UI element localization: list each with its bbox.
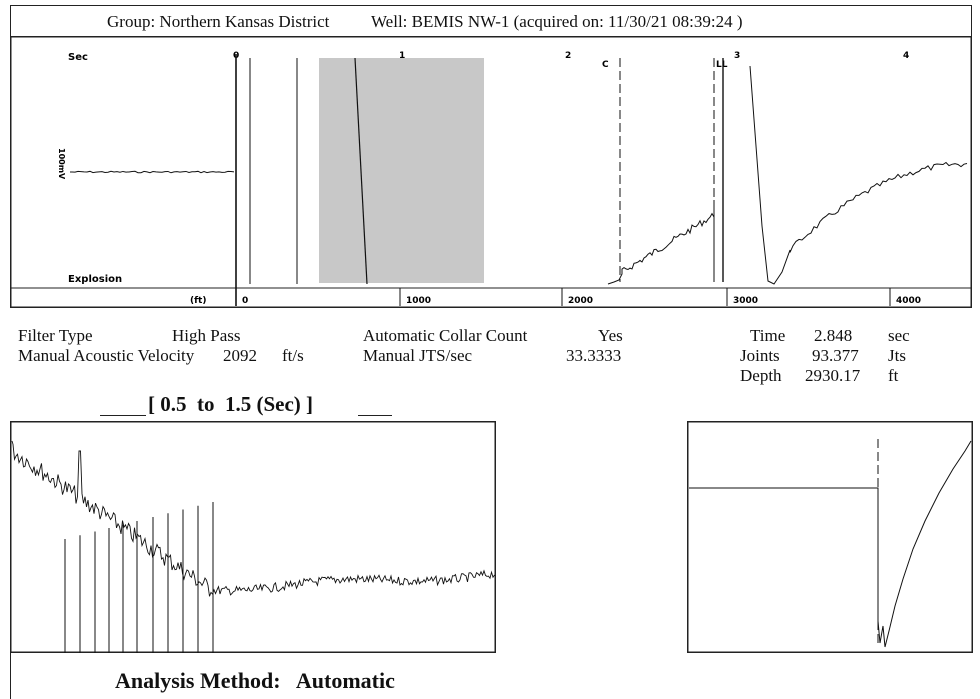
zoom-chart [10,421,496,653]
zoom-title-rule-left [100,415,146,416]
depth-unit: ft [888,366,899,385]
detail-trace [689,440,972,648]
depth-axis-label: (ft) [190,296,206,306]
marker-c-label: C [602,60,609,70]
manual-velocity-value: 2092 [223,346,257,365]
detail-chart-svg [687,421,973,653]
joints-unit: Jts [888,346,906,365]
depth-tick-label: 1000 [406,296,431,306]
time-label: Time [750,326,786,345]
trace-rise [607,200,715,285]
manual-jts-value: 33.3333 [566,346,622,365]
acoustic-trace-chart: Sec Explosion (ft) 100mV C LL 01234 0100… [10,36,972,308]
time-axis-label: Sec [68,52,88,63]
group-label: Group: Northern Kansas District [107,12,330,31]
time-tick-label: 3 [734,51,740,61]
trace-baseline [69,170,235,174]
zoom-title: [ 0.5 to 1.5 (Sec) ] [148,392,314,416]
header-bar: Group: Northern Kansas District Well: BE… [10,5,972,37]
marker-ll-label: LL [716,60,728,70]
time-value: 2.848 [814,326,853,345]
gated-window [319,58,484,283]
auto-collar-label: Automatic Collar Count [363,326,528,345]
time-tick-label: 4 [903,51,909,61]
time-tick-label: 1 [399,51,405,61]
zoom-chart-frame [10,421,496,653]
trace-echo [749,65,968,285]
acoustic-trace-svg: Sec Explosion (ft) 100mV C LL 01234 0100… [10,36,972,308]
time-tick-label: 2 [565,51,571,61]
scale-label: 100mV [57,148,66,180]
filter-type-label: Filter Type [18,326,93,345]
manual-jts-label: Manual JTS/sec [363,346,473,365]
zoom-trace [11,440,495,597]
top-chart-frame [10,36,972,308]
page-edge [10,653,11,699]
zoom-title-rule-right [358,415,392,416]
detail-chart [687,421,973,653]
filter-type-value: High Pass [172,326,241,345]
window-line-3 [354,57,368,285]
zoom-chart-svg [10,421,496,653]
auto-collar-value: Yes [598,326,623,345]
joints-label: Joints [740,346,780,365]
manual-velocity-label: Manual Acoustic Velocity [18,346,195,365]
depth-tick-label: 0 [242,296,248,306]
event-label: Explosion [68,274,122,285]
depth-tick-label: 2000 [568,296,593,306]
manual-velocity-unit: ft/s [282,346,304,365]
joints-value: 93.377 [812,346,859,365]
depth-value: 2930.17 [805,366,861,385]
well-label: Well: BEMIS NW-1 (acquired on: 11/30/21 … [371,12,743,31]
detail-chart-frame [687,421,973,653]
depth-tick-label: 3000 [733,296,758,306]
depth-label: Depth [740,366,782,385]
time-unit: sec [888,326,910,345]
depth-tick-label: 4000 [896,296,921,306]
analysis-method: Analysis Method: Automatic [115,668,395,693]
